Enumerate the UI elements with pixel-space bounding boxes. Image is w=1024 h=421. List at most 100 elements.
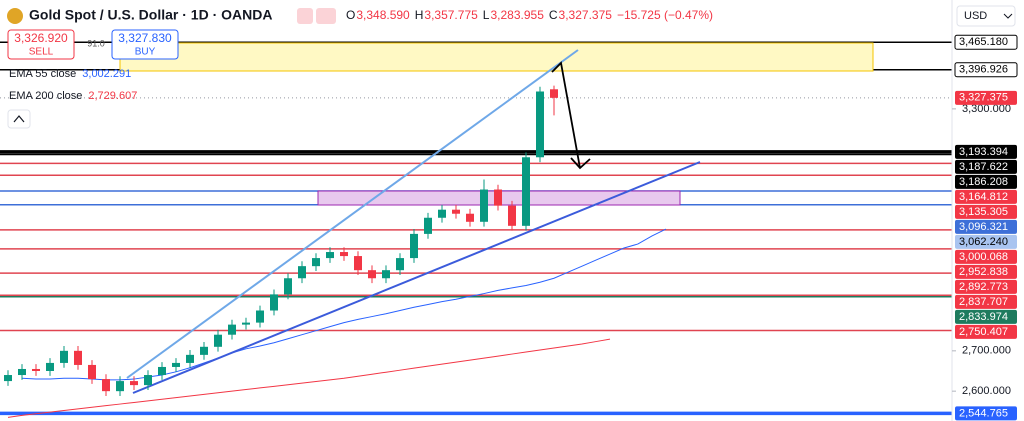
projection-arrow <box>551 61 591 170</box>
symbol-title[interactable]: Gold Spot / U.S. Dollar · 1D · OANDA <box>29 7 272 23</box>
levels <box>0 41 952 416</box>
legend-value: 2,729.607 <box>88 90 137 102</box>
candle-body <box>88 364 96 380</box>
level-label-bg <box>955 324 1017 339</box>
level-label: 2,544.765 <box>959 407 1008 419</box>
candle-body <box>382 270 390 279</box>
candle-body <box>326 252 334 259</box>
ohlc: O 3,348.590 H 3,357.775 L 3,283.955 C 3,327.375… <box>346 8 713 22</box>
flag-button[interactable] <box>297 8 313 24</box>
candle-body <box>452 209 460 214</box>
level-label: 2,833.974 <box>959 311 1008 323</box>
level-label: 3,062.240 <box>959 236 1008 248</box>
ema-line <box>21 228 667 381</box>
candle-body <box>410 233 418 259</box>
candle-body <box>60 350 68 363</box>
collapse-icon <box>13 115 25 123</box>
header-bg <box>0 0 952 30</box>
candle-body <box>284 278 292 295</box>
candle-body <box>242 322 250 325</box>
candle-body <box>368 270 376 279</box>
lower-trendline <box>132 161 701 394</box>
level-label: 3,187.622 <box>959 161 1008 173</box>
candle-body <box>74 350 82 365</box>
legend-name: EMA 55 close <box>9 68 76 80</box>
sell-button[interactable] <box>7 29 75 60</box>
candle-body <box>312 258 320 267</box>
level-label: 3,000.068 <box>959 251 1008 263</box>
level-label-bg <box>955 294 1017 309</box>
spread: 91.0 <box>87 38 105 48</box>
arrow-head <box>570 157 591 170</box>
candle-body <box>396 258 404 271</box>
candle-body <box>116 381 124 392</box>
level-label-bg <box>955 309 1017 324</box>
level-label: 3,327.375 <box>959 92 1008 104</box>
legend-value: 3,002.291 <box>82 68 131 80</box>
level-label: 2,750.407 <box>959 326 1008 338</box>
symbol-icon[interactable] <box>7 8 23 24</box>
level-label-bg <box>955 219 1017 234</box>
y-tick-label: 3,300.000 <box>962 103 1011 115</box>
buy-price[interactable]: 3,327.830 <box>118 31 172 45</box>
ema-lines <box>7 228 667 418</box>
buy-label[interactable]: BUY <box>135 47 156 58</box>
candle-body <box>270 294 278 311</box>
level-label: 2,952.838 <box>959 266 1008 278</box>
candle-body <box>550 89 558 98</box>
candle-body <box>18 368 26 376</box>
price-axis: 3,300.000 2,700.000 2,600.000 3,465.180 3,39… <box>952 34 1018 421</box>
level-label-bg <box>955 144 1017 159</box>
resistance-zone <box>119 42 874 72</box>
ohlc-key: C <box>549 8 558 22</box>
level-label: 3,465.180 <box>959 36 1008 48</box>
candle-body <box>130 381 138 386</box>
candle-body <box>102 379 110 392</box>
level-label-bg <box>955 189 1017 204</box>
sell-label[interactable]: SELL <box>29 47 54 58</box>
candle-body <box>172 362 180 367</box>
candle-body <box>256 310 264 323</box>
upper-trendline <box>126 49 579 379</box>
candle-body <box>158 366 166 376</box>
candle-body <box>536 91 544 158</box>
candle-body <box>186 354 194 363</box>
candle-body <box>214 334 222 347</box>
level-label-bg <box>955 279 1017 294</box>
level-label-bg <box>955 204 1017 219</box>
sell-price[interactable]: 3,326.920 <box>14 31 68 45</box>
candle-body <box>4 375 12 382</box>
ohlc-key: O <box>346 8 355 22</box>
candle-body <box>200 346 208 355</box>
level-label: 3,193.394 <box>959 146 1008 158</box>
candle-body <box>508 205 516 226</box>
candle-body <box>438 209 446 218</box>
ohlc-value: 3,327.375 <box>559 8 613 22</box>
collapse-button[interactable] <box>7 109 31 129</box>
currency-button[interactable] <box>956 5 1016 27</box>
level-label: 3,164.812 <box>959 191 1008 203</box>
level-label-bg <box>955 249 1017 264</box>
candle-body <box>494 189 502 206</box>
level-label-bg <box>955 159 1017 174</box>
level-label-bg <box>955 264 1017 279</box>
level-label: 3,396.926 <box>959 64 1008 76</box>
level-label-bg <box>955 90 1017 105</box>
candle-body <box>466 213 474 222</box>
level-label: 2,892.773 <box>959 281 1008 293</box>
candle-body <box>144 375 152 386</box>
level-label: 3,186.208 <box>959 176 1008 188</box>
compare-button[interactable] <box>316 8 336 24</box>
ohlc-value: 3,357.775 <box>424 8 478 22</box>
candles <box>4 85 558 396</box>
level-label-bg <box>955 234 1017 249</box>
candle-body <box>480 189 488 222</box>
currency[interactable]: USD <box>964 10 987 22</box>
buy-button[interactable] <box>111 29 179 60</box>
ohlc-value: 3,348.590 <box>356 8 410 22</box>
ema-line <box>7 338 611 418</box>
level-label-bg <box>954 34 1018 50</box>
candle-body <box>354 256 362 271</box>
